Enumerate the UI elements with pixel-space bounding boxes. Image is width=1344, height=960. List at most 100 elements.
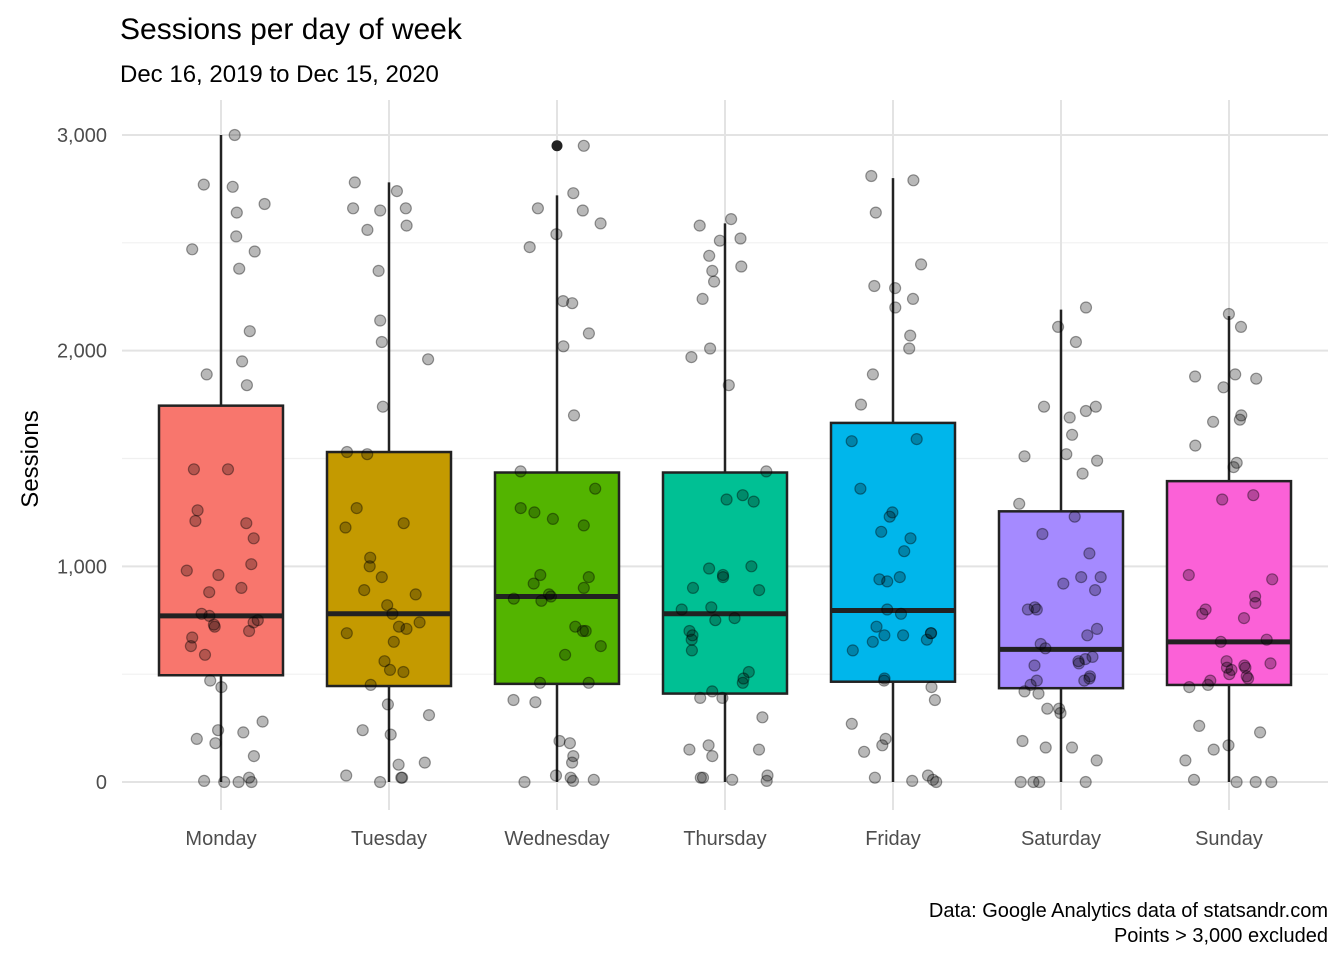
data-point bbox=[706, 749, 719, 763]
data-point bbox=[1075, 570, 1088, 584]
x-tick-label: Tuesday bbox=[351, 828, 427, 850]
data-point bbox=[736, 489, 749, 502]
data-point bbox=[696, 292, 709, 305]
data-point bbox=[742, 665, 755, 679]
data-point bbox=[563, 737, 577, 750]
box bbox=[493, 471, 621, 686]
data-point bbox=[1225, 663, 1238, 677]
data-point bbox=[507, 592, 520, 605]
data-point bbox=[381, 698, 394, 711]
data-point bbox=[1179, 754, 1192, 767]
data-point bbox=[756, 711, 769, 724]
data-point bbox=[350, 502, 363, 515]
data-point bbox=[694, 691, 707, 705]
data-point bbox=[1222, 739, 1235, 752]
data-point bbox=[1230, 775, 1243, 789]
data-point bbox=[553, 734, 566, 748]
data-point bbox=[348, 176, 361, 189]
data-point bbox=[1036, 527, 1049, 541]
data-point bbox=[706, 264, 719, 277]
data-point bbox=[1088, 583, 1102, 597]
data-point bbox=[221, 463, 235, 476]
y-tick-label: 3,000 bbox=[57, 125, 107, 147]
data-point bbox=[761, 769, 774, 782]
data-point bbox=[518, 775, 531, 789]
data-point bbox=[400, 622, 413, 636]
data-point bbox=[364, 678, 377, 692]
data-point bbox=[247, 532, 260, 545]
data-point bbox=[1217, 381, 1230, 394]
data-point bbox=[258, 197, 271, 211]
chart-subtitle: Dec 16, 2019 to Dec 15, 2020 bbox=[120, 61, 439, 88]
data-point bbox=[1013, 497, 1026, 510]
y-tick-label: 0 bbox=[96, 772, 107, 794]
data-point bbox=[903, 342, 916, 355]
data-point bbox=[735, 260, 748, 273]
data-point bbox=[904, 329, 917, 342]
data-point bbox=[550, 228, 563, 241]
data-point bbox=[926, 773, 940, 786]
data-point bbox=[375, 570, 388, 584]
data-point bbox=[248, 245, 261, 258]
data-point bbox=[1018, 450, 1031, 463]
data-point bbox=[1193, 719, 1206, 733]
data-point bbox=[228, 128, 241, 142]
data-point bbox=[232, 775, 245, 789]
data-point bbox=[889, 301, 902, 314]
data-point bbox=[1051, 320, 1065, 333]
data-point bbox=[1237, 611, 1251, 625]
data-point bbox=[364, 551, 377, 564]
data-point bbox=[1248, 590, 1262, 603]
data-point bbox=[1239, 661, 1252, 674]
data-point bbox=[1233, 413, 1247, 426]
data-point bbox=[191, 504, 204, 517]
data-point bbox=[523, 241, 536, 254]
data-point bbox=[720, 493, 733, 506]
data-point bbox=[243, 771, 256, 784]
x-tick-label: Thursday bbox=[683, 828, 766, 850]
data-point bbox=[1241, 672, 1255, 685]
data-point bbox=[1037, 400, 1051, 413]
data-point bbox=[893, 570, 906, 584]
data-point bbox=[531, 202, 545, 215]
data-point bbox=[845, 435, 858, 448]
data-point bbox=[1024, 678, 1037, 692]
data-point bbox=[1201, 678, 1215, 692]
data-point bbox=[706, 685, 719, 698]
data-point bbox=[226, 180, 239, 193]
data-point bbox=[760, 774, 773, 788]
data-point bbox=[1089, 400, 1102, 413]
data-point bbox=[577, 519, 590, 532]
data-point bbox=[1222, 307, 1236, 321]
data-point bbox=[209, 737, 222, 750]
data-point bbox=[392, 620, 406, 633]
data-point bbox=[546, 512, 560, 526]
data-point bbox=[709, 614, 722, 627]
data-point bbox=[896, 629, 910, 642]
data-point bbox=[925, 680, 938, 694]
data-point bbox=[549, 769, 563, 782]
data-point bbox=[1199, 603, 1212, 616]
data-point bbox=[866, 635, 879, 648]
data-point bbox=[716, 570, 730, 584]
data-point bbox=[906, 774, 919, 788]
data-point bbox=[703, 249, 716, 262]
data-point bbox=[577, 139, 590, 152]
data-point bbox=[1079, 652, 1092, 666]
data-point bbox=[207, 618, 220, 631]
data-point bbox=[760, 465, 773, 478]
data-point bbox=[737, 672, 750, 685]
data-point bbox=[1090, 622, 1104, 636]
box bbox=[997, 510, 1125, 690]
data-point bbox=[878, 672, 891, 685]
data-point bbox=[251, 614, 264, 627]
box bbox=[157, 404, 285, 677]
data-point bbox=[1063, 411, 1076, 424]
data-point bbox=[883, 510, 896, 523]
data-point bbox=[514, 502, 527, 515]
data-point bbox=[567, 187, 580, 200]
data-point bbox=[713, 234, 727, 247]
data-point bbox=[881, 575, 894, 588]
data-point bbox=[235, 581, 248, 595]
